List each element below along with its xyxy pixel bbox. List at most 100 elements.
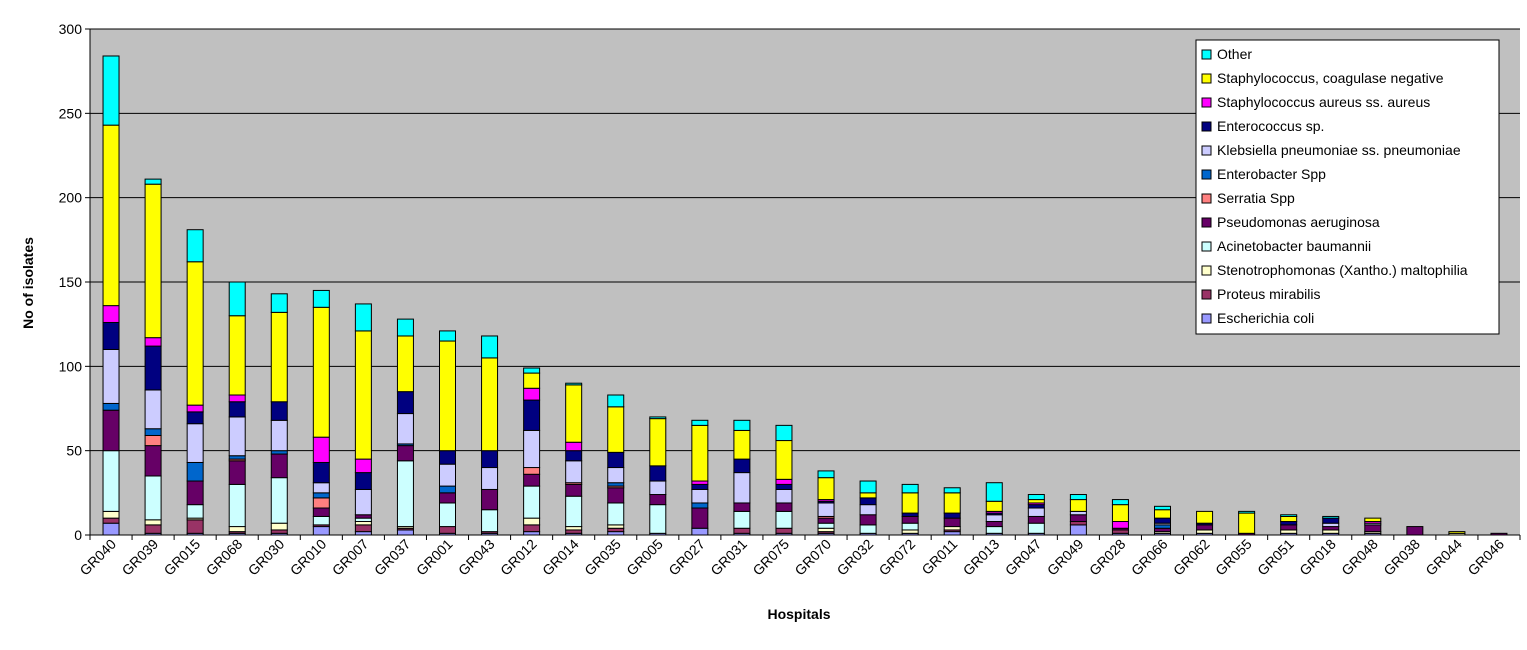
bar-segment [775,488,793,504]
x-tick-label: GR030 [245,536,288,579]
bar-segment [565,526,583,531]
bar-segment [396,391,414,415]
bar-segment [1364,524,1382,533]
bar-segment [1111,499,1129,506]
bar-segment [102,409,120,452]
bar-segment [354,524,372,533]
bar-segment [144,183,162,339]
x-tick-label: GR011 [918,536,960,578]
y-tick-label: 200 [59,190,83,206]
bar-segment [144,524,162,534]
bar-segment [270,529,288,534]
bar-segment [901,529,919,534]
y-tick-label: 50 [66,443,82,459]
bar-segment [649,504,667,534]
bar-segment [1322,515,1340,519]
bar-segment [1154,517,1171,524]
bar-segment [1448,531,1466,534]
bar-segment [733,419,751,431]
bar-segment [859,492,877,499]
bar-segment [985,514,1003,523]
bar-segment [775,502,793,512]
legend-swatch [1201,265,1212,276]
bar-segment [733,527,751,534]
bar-segment [228,526,246,533]
legend: Other Staphylococcus, coagulase negative S… [1195,39,1500,335]
bar-segment [439,340,456,452]
x-axis-label: Hospitals [767,606,830,622]
bar-segment [943,531,961,536]
bar-segment [607,524,625,529]
bar-segment [649,418,667,467]
bar-segment [228,281,246,317]
bar-segment [439,492,456,504]
bar-segment [1111,521,1129,529]
x-tick-label: GR048 [1338,536,1381,579]
legend-swatch [1201,289,1212,300]
x-tick-label: GR039 [119,536,162,579]
bar-segment [817,517,835,524]
bar-segment [1322,526,1340,531]
bar-segment [481,357,499,452]
bar-segment [270,419,288,452]
bar-segment [354,458,372,474]
bar-segment [523,485,541,519]
bar-segment [1154,524,1171,529]
bar-segment [144,445,162,477]
legend-entry: Staphylococcus, coagulase negative [1217,70,1444,86]
bar-segment [1111,504,1129,523]
bar-segment [186,404,204,413]
legend-entry: Staphylococcus aureus ss. aureus [1217,94,1430,110]
bar-segment [523,372,541,389]
bar-segment [439,330,456,342]
bar-segment [607,467,625,484]
bar-segment [270,453,288,479]
bar-segment [354,488,372,516]
bar-segment [1069,499,1087,512]
x-tick-label: GR010 [287,536,330,579]
bar-segment [943,526,961,531]
legend-entry: Escherichia coli [1217,310,1314,326]
bar-segment [1027,499,1045,504]
bar-segment [102,517,120,524]
bar-segment [565,450,583,462]
legend-entry: Acinetobacter baumannii [1217,238,1371,254]
legend-entry: Enterobacter Spp [1217,166,1326,182]
bar-segment [649,494,667,506]
bar-segment [481,450,499,469]
bar-segment [859,524,877,534]
bar-segment [1238,510,1256,514]
bar-segment [901,483,919,494]
x-tick-label: GR040 [76,536,119,579]
bar-segment [439,526,456,534]
x-tick-label: GR013 [960,536,1003,579]
bar-segment [439,463,456,487]
bar-segment [1280,521,1298,526]
bar-segment [396,335,414,393]
bar-segment [691,527,709,536]
bar-segment [1069,514,1087,523]
bar-segment [1196,510,1214,524]
bar-segment [144,345,162,391]
bar-segment [565,529,583,534]
bar-segment [312,526,330,536]
bar-segment [481,467,499,490]
bar-segment [1154,527,1171,533]
y-tick-label: 0 [74,527,82,543]
bar-segment [1238,512,1256,534]
bar-segment [1280,524,1298,531]
x-tick-label: GR005 [623,536,666,579]
bar-segment [186,504,204,519]
bar-segment [565,495,583,528]
bar-segment [1069,494,1087,501]
bar-segment [354,531,372,536]
bar-segment [270,293,288,313]
bar-segment [312,306,330,438]
y-axis-label: No of isolates [20,237,36,329]
bar-segment [1069,524,1087,536]
bar-segment [859,497,877,506]
y-tick-label: 100 [59,358,83,374]
bar-segment [943,492,961,514]
bar-segment [1406,526,1424,536]
